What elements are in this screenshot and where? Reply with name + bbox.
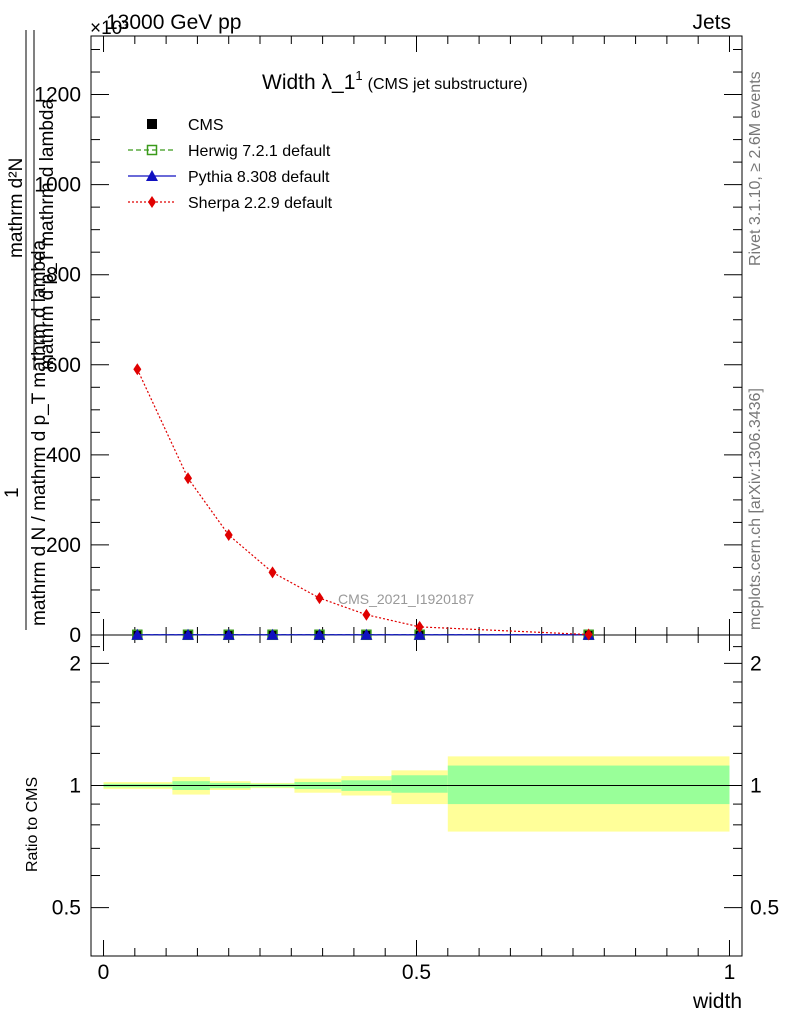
main-axis-ticks: 0 200 400 600 800 1000 1200 bbox=[34, 36, 742, 647]
legend-label: Herwig 7.2.1 default bbox=[188, 143, 331, 160]
y-tick-label: 400 bbox=[46, 444, 81, 467]
data-point bbox=[222, 628, 235, 640]
ratio-band-inner bbox=[391, 775, 448, 793]
process-label: Jets bbox=[692, 11, 731, 34]
data-point bbox=[266, 628, 279, 640]
data-point bbox=[584, 628, 593, 641]
ratio-y-tick-label-right: 0.5 bbox=[750, 897, 779, 920]
data-point bbox=[362, 608, 371, 621]
plot-title-main: Width λ_1 bbox=[262, 71, 355, 94]
plot-title-sub: (CMS jet substructure) bbox=[368, 76, 528, 93]
ratio-y-tick-label: 1 bbox=[69, 775, 81, 798]
mcplots-label: mcplots.cern.ch [arXiv:1306.3436] bbox=[747, 388, 764, 630]
ratio-y-tick-label-right: 2 bbox=[750, 652, 762, 675]
data-point bbox=[413, 628, 426, 640]
data-point bbox=[224, 529, 233, 542]
ratio-y-tick-label: 0.5 bbox=[52, 897, 81, 920]
ratio-y-tick-label: 2 bbox=[69, 652, 81, 675]
y-tick-label: 1000 bbox=[34, 174, 81, 197]
data-point bbox=[360, 628, 373, 640]
y-tick-label: 1200 bbox=[34, 84, 81, 107]
x-axis-label: width bbox=[692, 990, 742, 1013]
data-point bbox=[133, 363, 142, 376]
legend-marker bbox=[148, 196, 156, 208]
y-label-fraction-denominator: mathrm d N / mathrm d p_T mathrm d lambd… bbox=[29, 239, 50, 626]
x-tick-label: 0 bbox=[98, 961, 110, 984]
data-point bbox=[184, 472, 193, 485]
legend-label: CMS bbox=[188, 117, 224, 134]
ratio-y-label: Ratio to CMS bbox=[24, 777, 41, 872]
scale-exponent: ×10³ bbox=[90, 18, 129, 39]
legend-marker bbox=[146, 170, 158, 181]
plot-title: Width λ_11 (CMS jet substructure) bbox=[262, 68, 528, 94]
ratio-axis-ticks: 0.5 0.5 1 1 2 2 0 0.5 1 bbox=[52, 635, 779, 984]
data-point bbox=[182, 628, 195, 640]
legend-label: Pythia 8.308 default bbox=[188, 169, 330, 186]
legend-marker bbox=[147, 119, 157, 129]
ratio-band-inner bbox=[447, 765, 730, 805]
x-tick-label: 1 bbox=[724, 961, 736, 984]
series-layer bbox=[131, 363, 595, 641]
legend: CMS Herwig 7.2.1 default Pythia 8.308 defa… bbox=[128, 117, 333, 212]
legend-label: Sherpa 2.2.9 default bbox=[188, 195, 333, 212]
y-tick-label: 600 bbox=[46, 354, 81, 377]
analysis-tag: CMS_2021_I1920187 bbox=[338, 591, 474, 607]
rivet-label: Rivet 3.1.10, ≥ 2.6M events bbox=[747, 71, 764, 266]
x-tick-label: 0.5 bbox=[402, 961, 431, 984]
y-tick-label: 800 bbox=[46, 264, 81, 287]
ratio-bands bbox=[103, 756, 730, 832]
series-line bbox=[136, 369, 589, 636]
y-axis-label: mathrm d²N mathrm d p_T mathrm d lambda … bbox=[2, 30, 58, 630]
ratio-y-tick-label-right: 1 bbox=[750, 775, 762, 798]
y-tick-label: 0 bbox=[69, 624, 81, 647]
data-point bbox=[268, 566, 277, 579]
data-point bbox=[131, 628, 144, 640]
legend-marker bbox=[146, 144, 158, 156]
plot-title-superscript: 1 bbox=[355, 68, 362, 83]
y-tick-label: 200 bbox=[46, 534, 81, 557]
energy-label: 13000 GeV pp bbox=[106, 11, 241, 34]
y-label-one: 1 bbox=[2, 487, 23, 498]
y-label-numerator: mathrm d²N bbox=[6, 158, 27, 258]
data-point bbox=[313, 628, 326, 640]
y-label-denominator: mathrm d p_T mathrm d lambda bbox=[37, 99, 58, 370]
data-point bbox=[415, 620, 424, 633]
data-point bbox=[315, 592, 324, 605]
